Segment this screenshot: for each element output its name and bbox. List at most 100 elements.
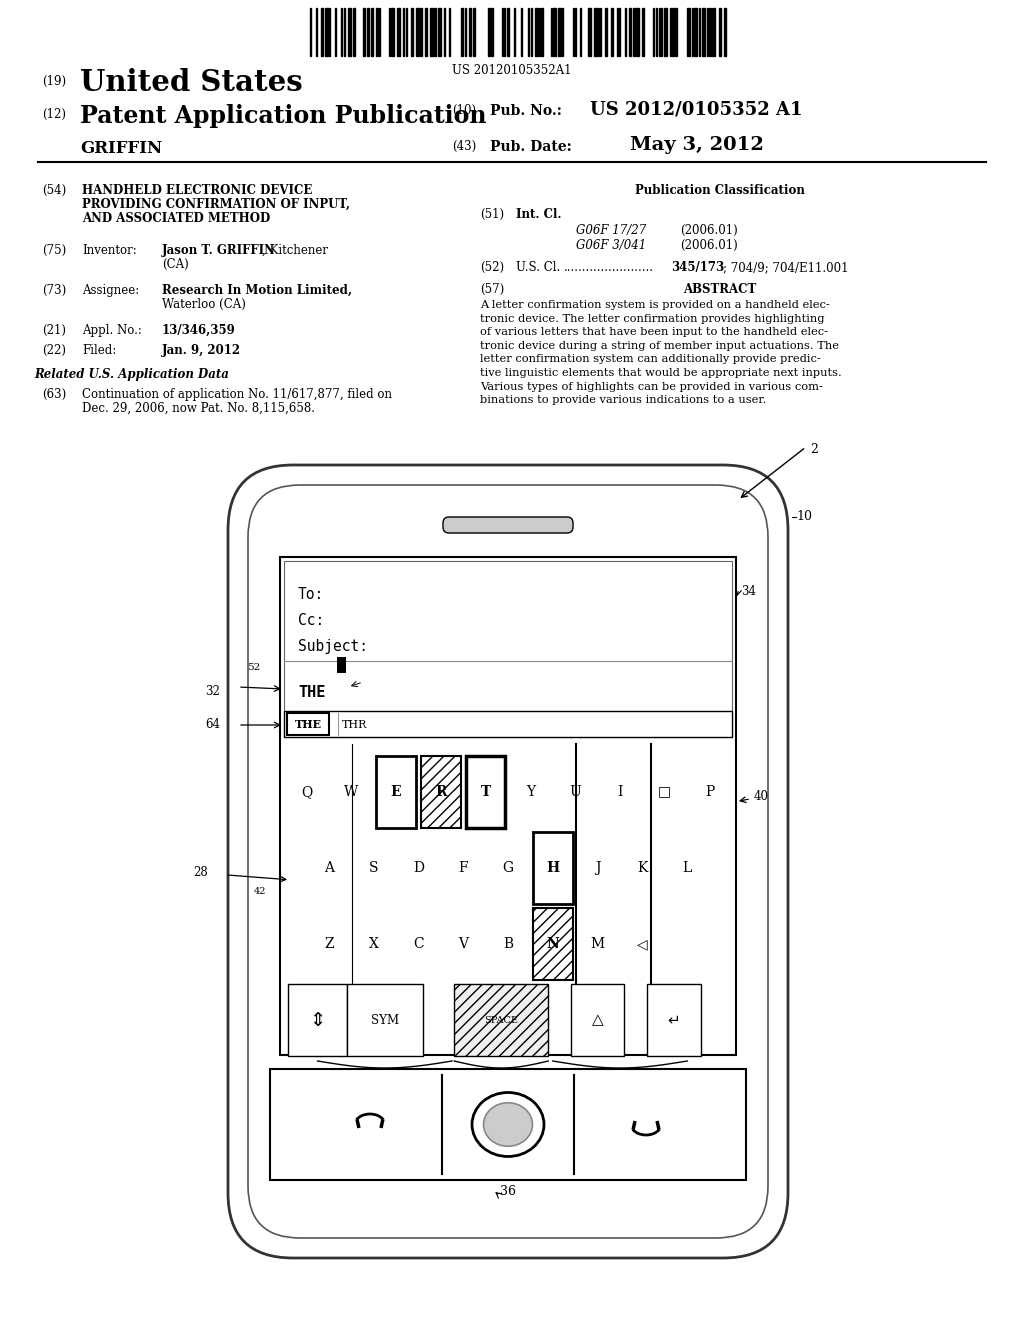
Text: 76: 76	[551, 936, 563, 945]
Text: A: A	[324, 861, 334, 875]
Text: 64: 64	[205, 718, 220, 731]
Text: 48: 48	[510, 1044, 523, 1053]
Bar	[588, 8, 591, 55]
Text: 50: 50	[611, 1044, 625, 1053]
Text: A letter confirmation system is provided on a handheld elec-
tronic device. The : A letter confirmation system is provided…	[480, 300, 842, 405]
Text: Assignee:: Assignee:	[82, 284, 139, 297]
Text: Z: Z	[324, 937, 334, 950]
Bar	[664, 8, 667, 55]
Text: H: H	[546, 861, 559, 875]
Text: (51): (51)	[480, 209, 504, 220]
Bar	[367, 8, 369, 55]
Text: 66: 66	[484, 744, 497, 752]
Text: 36: 36	[500, 1185, 516, 1199]
Text: Waterloo (CA): Waterloo (CA)	[162, 298, 246, 312]
Text: D: D	[413, 861, 424, 875]
Bar	[594, 8, 597, 55]
Text: 24: 24	[399, 744, 413, 752]
Text: 56: 56	[303, 758, 315, 767]
Text: 34: 34	[741, 585, 756, 598]
Bar	[469, 8, 471, 55]
Text: △: △	[592, 1012, 603, 1027]
Bar	[466, 755, 505, 828]
Text: M: M	[591, 937, 604, 950]
Text: N: N	[547, 937, 559, 950]
Text: SPACE: SPACE	[484, 1015, 518, 1024]
Text: 76: 76	[479, 1044, 493, 1053]
Text: G06F 17/27: G06F 17/27	[575, 224, 646, 238]
Text: Cc:: Cc:	[298, 612, 325, 628]
Bar	[535, 8, 538, 55]
Bar	[371, 8, 373, 55]
Text: 40: 40	[754, 791, 769, 803]
Text: PROVIDING CONFIRMATION OF INPUT,: PROVIDING CONFIRMATION OF INPUT,	[82, 198, 350, 211]
Bar	[420, 8, 422, 55]
Text: SYM: SYM	[371, 1014, 399, 1027]
Bar	[473, 8, 475, 55]
Text: HANDHELD ELECTRONIC DEVICE: HANDHELD ELECTRONIC DEVICE	[82, 183, 312, 197]
Text: (52): (52)	[480, 261, 504, 275]
Bar	[430, 8, 433, 55]
Text: 72: 72	[343, 813, 355, 822]
Text: Pub. Date:: Pub. Date:	[490, 140, 571, 154]
Bar	[605, 8, 607, 55]
Bar	[362, 8, 365, 55]
Text: Filed:: Filed:	[82, 345, 117, 356]
Bar	[455, 983, 548, 1056]
Text: 13/346,359: 13/346,359	[162, 323, 236, 337]
Text: Q: Q	[301, 784, 312, 799]
Bar	[284, 711, 732, 737]
Bar	[642, 8, 644, 55]
Text: Jan. 9, 2012: Jan. 9, 2012	[162, 345, 241, 356]
Bar	[376, 8, 378, 55]
Text: (73): (73)	[42, 284, 67, 297]
Text: 52: 52	[247, 663, 260, 672]
Bar	[321, 8, 323, 55]
Bar	[280, 557, 736, 1055]
Text: 66: 66	[430, 863, 442, 871]
Bar	[490, 8, 493, 55]
Bar	[270, 1069, 746, 1180]
Text: (54): (54)	[42, 183, 67, 197]
Bar	[719, 8, 721, 55]
Bar	[289, 983, 347, 1056]
Bar	[570, 983, 625, 1056]
Text: THE: THE	[298, 685, 326, 700]
Text: U.S. Cl.: U.S. Cl.	[516, 261, 560, 275]
Text: G: G	[503, 861, 514, 875]
Text: K: K	[637, 861, 647, 875]
Text: 42: 42	[485, 850, 498, 859]
Text: May 3, 2012: May 3, 2012	[630, 136, 764, 154]
Bar	[672, 8, 674, 55]
Text: ◁: ◁	[637, 937, 648, 950]
FancyBboxPatch shape	[228, 465, 788, 1258]
Bar	[411, 8, 413, 55]
Text: L: L	[683, 861, 692, 875]
Text: R: R	[435, 784, 446, 799]
Bar	[713, 8, 715, 55]
Text: T: T	[480, 784, 490, 799]
Text: 76: 76	[471, 850, 484, 859]
FancyBboxPatch shape	[248, 484, 768, 1238]
Text: Publication Classification: Publication Classification	[635, 183, 805, 197]
Text: E: E	[391, 784, 401, 799]
Text: (2006.01): (2006.01)	[680, 224, 737, 238]
Bar	[425, 8, 427, 55]
Bar	[724, 8, 726, 55]
Ellipse shape	[472, 1093, 544, 1156]
Bar	[636, 8, 639, 55]
Bar	[391, 8, 394, 55]
Text: Continuation of application No. 11/617,877, filed on: Continuation of application No. 11/617,8…	[82, 388, 392, 401]
Bar	[507, 8, 509, 55]
Text: □: □	[658, 784, 672, 799]
Text: 24: 24	[499, 754, 512, 763]
Text: 74: 74	[551, 878, 564, 887]
Text: 42: 42	[254, 887, 266, 896]
Text: 58: 58	[295, 748, 308, 756]
Text: 2: 2	[810, 444, 818, 455]
Text: J: J	[595, 861, 600, 875]
Text: I: I	[617, 784, 623, 799]
Bar	[397, 8, 400, 55]
Bar	[675, 8, 677, 55]
Text: 10: 10	[796, 511, 812, 524]
